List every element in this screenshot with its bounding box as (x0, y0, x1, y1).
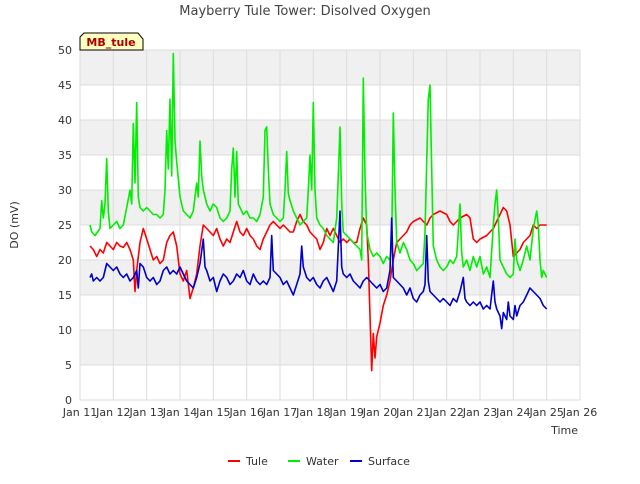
grid-band (80, 330, 580, 365)
y-tick-label: 45 (58, 79, 72, 92)
badge-label: MB_tule (86, 36, 135, 49)
grid-band (80, 260, 580, 295)
x-tick-label: Jan 19 (328, 406, 363, 419)
series-layer (89, 52, 548, 372)
y-tick-label: 20 (58, 254, 72, 267)
x-tick-label: Jan 26 (562, 406, 597, 419)
y-tick-label: 5 (65, 359, 72, 372)
legend-label-surface: Surface (368, 455, 410, 468)
series-line-water (89, 52, 548, 279)
grid-band (80, 120, 580, 155)
legend-label-tule: Tule (245, 455, 268, 468)
x-tick-label: Jan 15 (195, 406, 230, 419)
x-axis-label: Time (550, 424, 578, 437)
x-tick-label: Jan 20 (362, 406, 397, 419)
grid-band (80, 50, 580, 85)
grid-band (80, 190, 580, 225)
x-tick-label: Jan 24 (495, 406, 530, 419)
y-tick-label: 10 (58, 324, 72, 337)
y-tick-label: 50 (58, 44, 72, 57)
x-tick-label: Jan 13 (128, 406, 163, 419)
y-tick-label: 30 (58, 184, 72, 197)
series-line-surface (89, 210, 548, 330)
y-tick-label: 25 (58, 219, 72, 232)
y-axis-label: DO (mV) (8, 201, 21, 248)
x-tick-label: Jan 25 (528, 406, 563, 419)
x-tick-label: Jan 18 (295, 406, 330, 419)
y-tick-label: 35 (58, 149, 72, 162)
grid-lines (79, 49, 581, 401)
y-tick-label: 0 (65, 394, 72, 407)
station-badge: MB_tule (79, 32, 144, 51)
x-tick-label: Jan 23 (462, 406, 497, 419)
x-tick-label: Jan 11 (62, 406, 97, 419)
y-tick-label: 40 (58, 114, 72, 127)
chart-title: Mayberry Tule Tower: Disolved Oxygen (179, 4, 430, 19)
series-line-tule (89, 206, 547, 372)
y-tick-label: 15 (58, 289, 72, 302)
x-tick-label: Jan 22 (428, 406, 463, 419)
y-axis-ticks: 0 5 10 15 20 25 30 35 40 45 50 (58, 44, 72, 407)
x-tick-label: Jan 14 (162, 406, 197, 419)
x-tick-label: Jan 21 (395, 406, 430, 419)
legend-label-water: Water (306, 455, 339, 468)
x-tick-label: Jan 12 (95, 406, 130, 419)
legend: Tule Water Surface (228, 455, 410, 468)
badge-shape (79, 32, 144, 51)
x-tick-label: Jan 17 (262, 406, 297, 419)
x-tick-label: Jan 16 (228, 406, 263, 419)
